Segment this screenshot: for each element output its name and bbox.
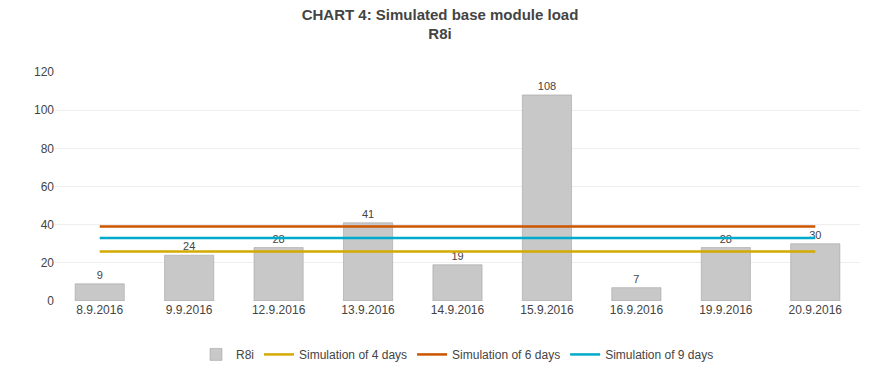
svg-text:0: 0 — [47, 294, 54, 308]
svg-text:Simulation of 6 days: Simulation of 6 days — [452, 348, 560, 362]
svg-text:24: 24 — [183, 240, 195, 252]
svg-text:30: 30 — [809, 229, 821, 241]
svg-text:40: 40 — [41, 218, 55, 232]
svg-text:14.9.2016: 14.9.2016 — [431, 303, 485, 317]
svg-text:CHART 4: Simulated base module: CHART 4: Simulated base module loadR8i — [302, 6, 579, 43]
svg-text:Simulation of 4 days: Simulation of 4 days — [299, 348, 407, 362]
svg-text:9: 9 — [97, 269, 103, 281]
svg-text:19.9.2016: 19.9.2016 — [699, 303, 753, 317]
svg-text:28: 28 — [720, 233, 732, 245]
svg-text:13.9.2016: 13.9.2016 — [341, 303, 395, 317]
svg-text:Simulation of 9 days: Simulation of 9 days — [605, 348, 713, 362]
svg-text:20.9.2016: 20.9.2016 — [789, 303, 843, 317]
svg-text:8.9.2016: 8.9.2016 — [76, 303, 123, 317]
svg-text:R8i: R8i — [236, 348, 254, 362]
svg-text:7: 7 — [633, 273, 639, 285]
svg-text:12.9.2016: 12.9.2016 — [252, 303, 306, 317]
svg-text:120: 120 — [34, 65, 54, 79]
svg-text:16.9.2016: 16.9.2016 — [610, 303, 664, 317]
svg-text:80: 80 — [41, 142, 55, 156]
svg-text:60: 60 — [41, 180, 55, 194]
svg-text:100: 100 — [34, 103, 54, 117]
svg-text:108: 108 — [538, 80, 556, 92]
svg-text:19: 19 — [451, 250, 463, 262]
svg-text:15.9.2016: 15.9.2016 — [520, 303, 574, 317]
svg-text:9.9.2016: 9.9.2016 — [166, 303, 213, 317]
svg-text:28: 28 — [272, 233, 284, 245]
svg-text:20: 20 — [41, 256, 55, 270]
svg-text:41: 41 — [362, 208, 374, 220]
